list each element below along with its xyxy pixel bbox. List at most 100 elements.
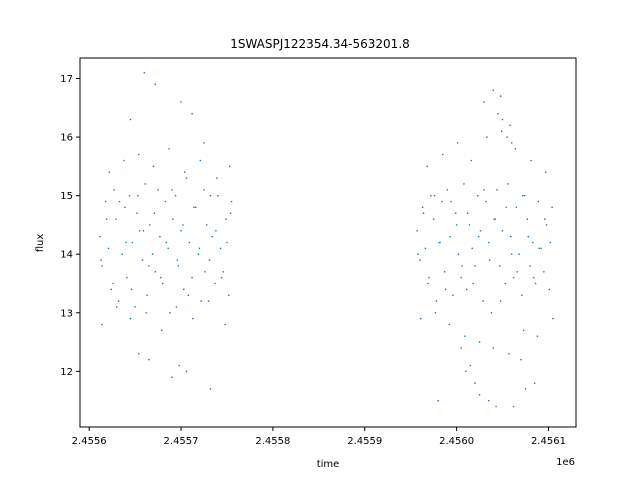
data-point xyxy=(197,253,200,256)
data-point xyxy=(207,300,210,302)
data-point xyxy=(492,347,495,349)
data-point xyxy=(422,212,425,215)
data-point xyxy=(460,347,462,349)
data-point xyxy=(419,259,421,261)
data-point xyxy=(143,71,146,74)
data-point xyxy=(549,241,552,244)
data-point xyxy=(144,183,147,185)
data-point xyxy=(537,200,540,203)
plot-frame xyxy=(79,57,577,428)
data-point xyxy=(165,241,168,244)
data-point xyxy=(501,229,504,232)
data-point xyxy=(148,358,150,361)
data-point xyxy=(167,247,169,250)
x-tick-label: 2.4559 xyxy=(347,436,382,447)
data-point xyxy=(464,370,467,373)
data-point xyxy=(505,206,507,209)
data-point xyxy=(145,311,147,314)
data-points xyxy=(99,71,554,408)
data-point xyxy=(198,247,201,250)
data-point xyxy=(468,224,471,226)
data-point xyxy=(124,206,126,209)
data-point xyxy=(159,235,161,238)
data-point xyxy=(421,206,424,209)
data-point xyxy=(515,206,518,209)
data-point xyxy=(499,300,502,302)
data-point xyxy=(208,259,211,261)
data-point xyxy=(171,376,173,379)
data-point xyxy=(130,288,133,291)
data-point xyxy=(131,241,134,244)
data-point xyxy=(194,206,197,209)
data-point xyxy=(136,212,138,215)
x-tick-label: 2.4560 xyxy=(439,436,474,447)
data-point xyxy=(203,142,205,144)
data-point xyxy=(474,265,476,267)
data-point xyxy=(487,241,490,244)
data-point xyxy=(110,288,113,291)
data-point xyxy=(426,165,429,168)
data-point xyxy=(479,229,482,232)
data-point xyxy=(104,200,107,203)
y-axis-label: flux xyxy=(35,234,46,253)
data-point xyxy=(228,294,230,297)
data-point xyxy=(148,265,150,267)
data-point xyxy=(141,259,144,261)
data-point xyxy=(482,300,485,302)
data-point xyxy=(211,235,214,238)
data-point xyxy=(543,218,546,220)
x-tick-label: 2.4561 xyxy=(531,436,566,447)
data-point xyxy=(100,259,102,261)
data-point xyxy=(495,405,497,408)
data-point xyxy=(437,399,440,402)
data-point xyxy=(476,194,479,197)
data-point xyxy=(225,218,227,220)
data-point xyxy=(516,270,519,273)
data-point xyxy=(536,335,539,338)
data-point xyxy=(182,288,185,291)
data-point xyxy=(441,200,443,203)
data-point xyxy=(526,218,529,220)
data-point xyxy=(193,206,195,209)
data-point xyxy=(424,247,427,250)
data-point xyxy=(188,241,191,244)
data-point xyxy=(427,282,429,285)
data-point xyxy=(461,265,463,267)
data-point xyxy=(509,235,512,238)
data-point xyxy=(483,188,485,191)
data-point xyxy=(527,235,530,238)
data-point xyxy=(521,194,524,197)
data-point xyxy=(187,294,190,297)
data-point xyxy=(449,235,451,238)
data-point xyxy=(498,265,501,267)
data-point xyxy=(485,200,487,203)
data-point xyxy=(154,270,157,273)
data-point xyxy=(428,276,430,279)
data-point xyxy=(430,194,432,197)
data-point xyxy=(192,317,194,320)
data-point xyxy=(544,171,547,174)
data-point xyxy=(532,241,534,244)
data-point xyxy=(521,294,523,297)
data-point xyxy=(191,112,193,115)
data-point xyxy=(185,177,188,179)
data-point xyxy=(118,200,121,203)
data-point xyxy=(128,194,131,197)
data-point xyxy=(530,159,532,162)
x-tick-label: 2.4556 xyxy=(72,436,107,447)
data-point xyxy=(228,165,231,168)
data-point xyxy=(460,276,462,279)
data-point xyxy=(152,165,155,168)
x-axis-label: time xyxy=(317,459,340,470)
data-point xyxy=(137,352,140,355)
data-point xyxy=(510,142,513,144)
y-tick-label: 17 xyxy=(60,74,73,85)
x-tick-label: 2.4558 xyxy=(255,436,290,447)
data-point xyxy=(540,247,542,250)
data-point xyxy=(446,188,449,191)
data-point xyxy=(149,224,151,226)
data-point xyxy=(497,112,499,115)
data-point xyxy=(478,393,481,396)
data-point xyxy=(101,323,103,326)
data-point xyxy=(115,218,117,220)
